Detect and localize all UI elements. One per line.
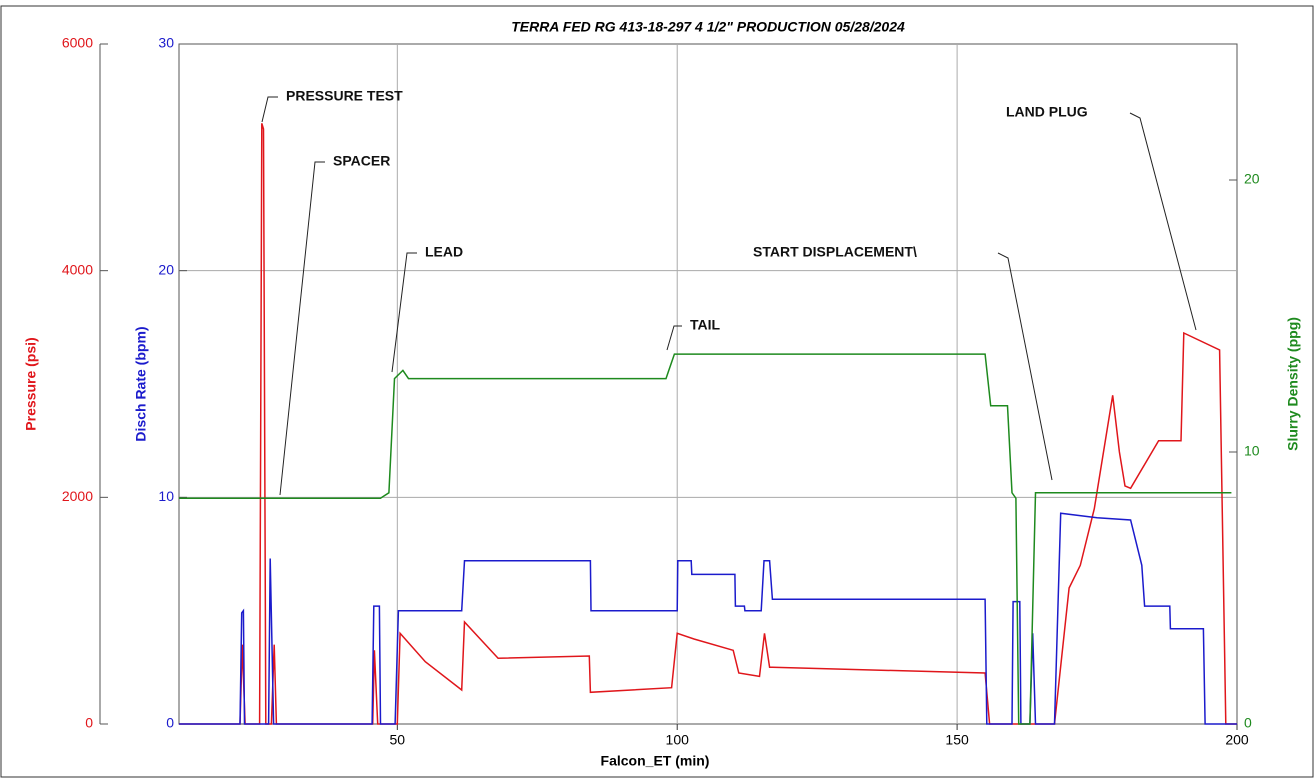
- series-line: [179, 512, 1237, 725]
- pressure-tick-label: 0: [85, 715, 93, 731]
- rate-axis-label: Disch Rate (bpm): [133, 326, 149, 441]
- x-tick-label: 100: [666, 732, 690, 748]
- annotation: START DISPLACEMENT\: [753, 244, 917, 260]
- x-axis-label: Falcon_ET (min): [601, 753, 710, 769]
- density-tick-label: 20: [1244, 171, 1260, 187]
- annotation-leader: [666, 325, 682, 351]
- density-tick-label: 10: [1244, 443, 1260, 459]
- plot-area: [178, 43, 1238, 725]
- density-axis-label: Slurry Density (ppg): [1285, 317, 1301, 451]
- annotation-leader: [261, 96, 278, 123]
- pressure-tick-label: 4000: [62, 261, 93, 277]
- annotation: LEAD: [425, 244, 463, 260]
- annotation-leader: [391, 252, 417, 373]
- annotation-leader: [997, 252, 1053, 481]
- annotation-leader: [279, 161, 325, 496]
- frame: [0, 5, 1314, 778]
- rate-tick-label: 0: [166, 715, 174, 731]
- series-line: [179, 123, 1237, 725]
- annotation-leader: [1129, 112, 1197, 331]
- series-line: [179, 353, 1232, 725]
- pressure-tick-label: 6000: [62, 35, 93, 51]
- annotation: TAIL: [690, 317, 721, 333]
- pressure-axis-label: Pressure (psi): [23, 337, 39, 430]
- annotation: PRESSURE TEST: [286, 88, 403, 104]
- rate-tick-label: 10: [158, 488, 174, 504]
- density-tick-label: 0: [1244, 715, 1252, 731]
- x-tick-label: 150: [945, 732, 969, 748]
- rate-tick-label: 20: [158, 261, 174, 277]
- chart-title: TERRA FED RG 413-18-297 4 1/2" PRODUCTIO…: [511, 19, 905, 35]
- annotation: LAND PLUG: [1006, 104, 1088, 120]
- pressure-tick-label: 2000: [62, 488, 93, 504]
- annotation: SPACER: [333, 153, 390, 169]
- rate-tick-label: 30: [158, 35, 174, 51]
- x-tick-label: 200: [1225, 732, 1249, 748]
- x-tick-label: 50: [390, 732, 406, 748]
